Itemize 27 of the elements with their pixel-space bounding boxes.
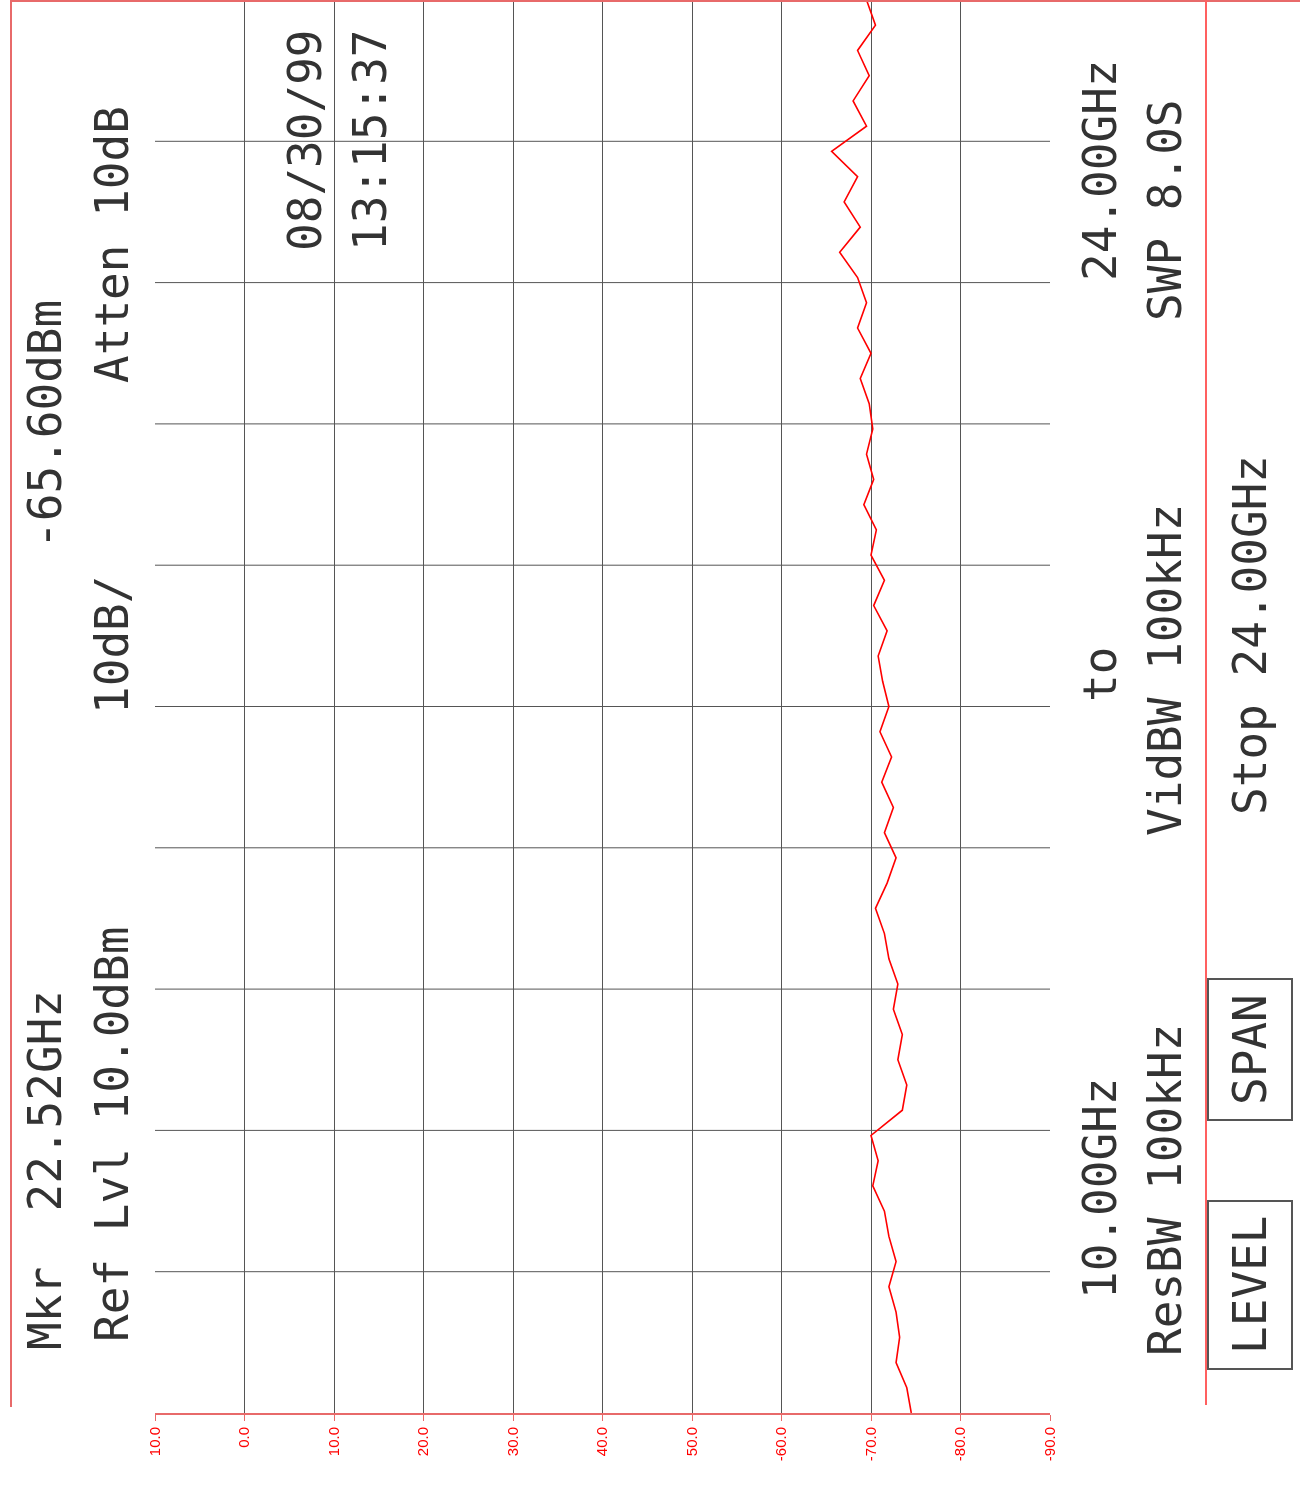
x-tick-label: -70.0 [861, 1427, 879, 1462]
x-tick-label: 40.0 [593, 1427, 611, 1457]
text: SWP 8.0S [1138, 99, 1192, 321]
x-tick-label: -60.0 [772, 1427, 790, 1462]
x-tick-label: -80.0 [951, 1427, 969, 1462]
text: 24.00GHz [1073, 59, 1127, 281]
text: LEVEL [1223, 1215, 1277, 1354]
x-tick-label: -90.0 [1040, 1427, 1058, 1462]
annotation: 08/30/99 [278, 29, 332, 251]
text: 10dB/ [85, 575, 139, 714]
x-tick-label: 20.0 [414, 1427, 432, 1457]
x-tick-label: 10.0 [324, 1427, 342, 1457]
text: VidBW 100kHz [1138, 503, 1192, 836]
text: to [1073, 646, 1127, 702]
text: -65.60dBm [18, 299, 72, 549]
x-tick-label: 10.0 [145, 1427, 163, 1457]
x-tick-label: 0.0 [235, 1427, 253, 1448]
text: Stop 24.00GHz [1223, 454, 1277, 815]
text: Ref Lvl 10.0dBm [85, 926, 139, 1342]
x-tick-label: 50.0 [682, 1427, 700, 1457]
text: 10.00GHz [1073, 1077, 1127, 1299]
text: Atten 10dB [85, 106, 139, 383]
text: ResBW 100kHz [1138, 1023, 1192, 1356]
annotation: 13:15:37 [343, 29, 397, 251]
x-tick-label: 30.0 [503, 1427, 521, 1457]
text: Mkr 22.52GHz [18, 989, 72, 1350]
text: SPAN [1223, 994, 1277, 1105]
